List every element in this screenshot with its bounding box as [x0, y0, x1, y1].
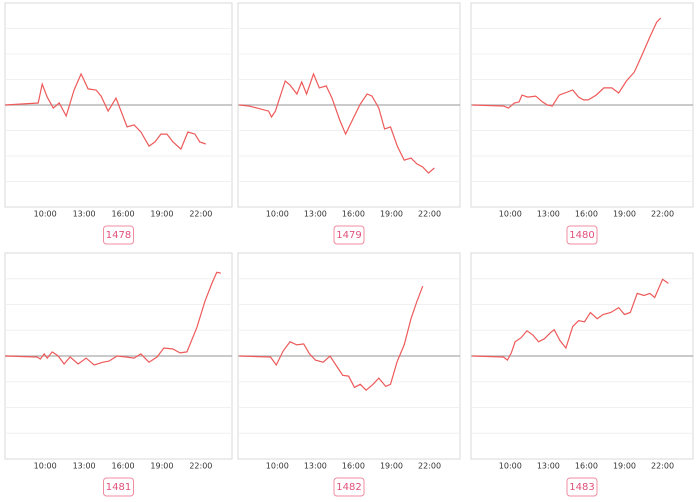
- x-tick-label: 19:00: [613, 210, 636, 219]
- chart-label: 1478: [106, 230, 131, 241]
- x-tick-label: 13:00: [304, 210, 327, 219]
- chart-label: 1481: [106, 482, 131, 493]
- x-tick-label: 16:00: [342, 210, 365, 219]
- x-tick-label: 10:00: [34, 210, 57, 219]
- label-box: [566, 477, 598, 497]
- line: [5, 271, 221, 366]
- x-tick-label: 19:00: [150, 462, 173, 471]
- x-tick-label: 16:00: [112, 462, 135, 471]
- x-tick-label: 13:00: [537, 462, 560, 471]
- label-box: [103, 477, 134, 497]
- x-tick-label: 16:00: [342, 462, 365, 471]
- line: [472, 278, 669, 362]
- x-tick-label: 13:00: [73, 462, 96, 471]
- panel: 10:00 13:00 16:00 19:00 22:00 1479: [237, 2, 461, 245]
- label-box: [566, 225, 598, 245]
- x-tick-label: 13:00: [73, 210, 96, 219]
- x-tick-label: 16:00: [575, 210, 598, 219]
- x-tick-label: 22:00: [418, 210, 441, 219]
- x-tick-label: 19:00: [380, 210, 403, 219]
- line: [239, 72, 435, 174]
- panel: 10:00 13:00 16:00 19:00 22:00 1478: [4, 2, 233, 245]
- label-box: [333, 477, 365, 497]
- panel: 10:00 13:00 16:00 19:00 22:00 1481: [4, 252, 233, 497]
- x-tick-label: 13:00: [537, 210, 560, 219]
- x-tick-label: 10:00: [34, 462, 57, 471]
- x-tick-label: 10:00: [266, 462, 289, 471]
- chart-label: 1480: [569, 230, 594, 241]
- label-box: [333, 225, 365, 245]
- line: [472, 17, 662, 109]
- x-tick-label: 16:00: [575, 462, 598, 471]
- chart-label: 1479: [336, 230, 361, 241]
- line: [5, 72, 206, 151]
- panel: 10:00 13:00 16:00 19:00 22:00 1483: [470, 252, 694, 497]
- x-tick-label: 22:00: [418, 462, 441, 471]
- x-tick-label: 10:00: [266, 210, 289, 219]
- x-tick-label: 19:00: [613, 462, 636, 471]
- x-tick-label: 10:00: [499, 210, 522, 219]
- panel: 10:00 13:00 16:00 19:00 22:00 1482: [237, 252, 461, 497]
- label-box: [103, 225, 134, 245]
- x-tick-label: 10:00: [499, 462, 522, 471]
- panel: 10:00 13:00 16:00 19:00 22:00 1480: [470, 2, 694, 245]
- x-tick-label: 22:00: [651, 462, 674, 471]
- x-tick-label: 22:00: [651, 210, 674, 219]
- chart-label: 1482: [336, 482, 361, 493]
- chart-label: 1483: [569, 482, 594, 493]
- line: [239, 285, 424, 392]
- x-tick-label: 19:00: [380, 462, 403, 471]
- x-tick-label: 13:00: [304, 462, 327, 471]
- x-tick-label: 19:00: [150, 210, 173, 219]
- x-tick-label: 22:00: [189, 210, 212, 219]
- x-tick-label: 22:00: [189, 462, 212, 471]
- x-tick-label: 16:00: [112, 210, 135, 219]
